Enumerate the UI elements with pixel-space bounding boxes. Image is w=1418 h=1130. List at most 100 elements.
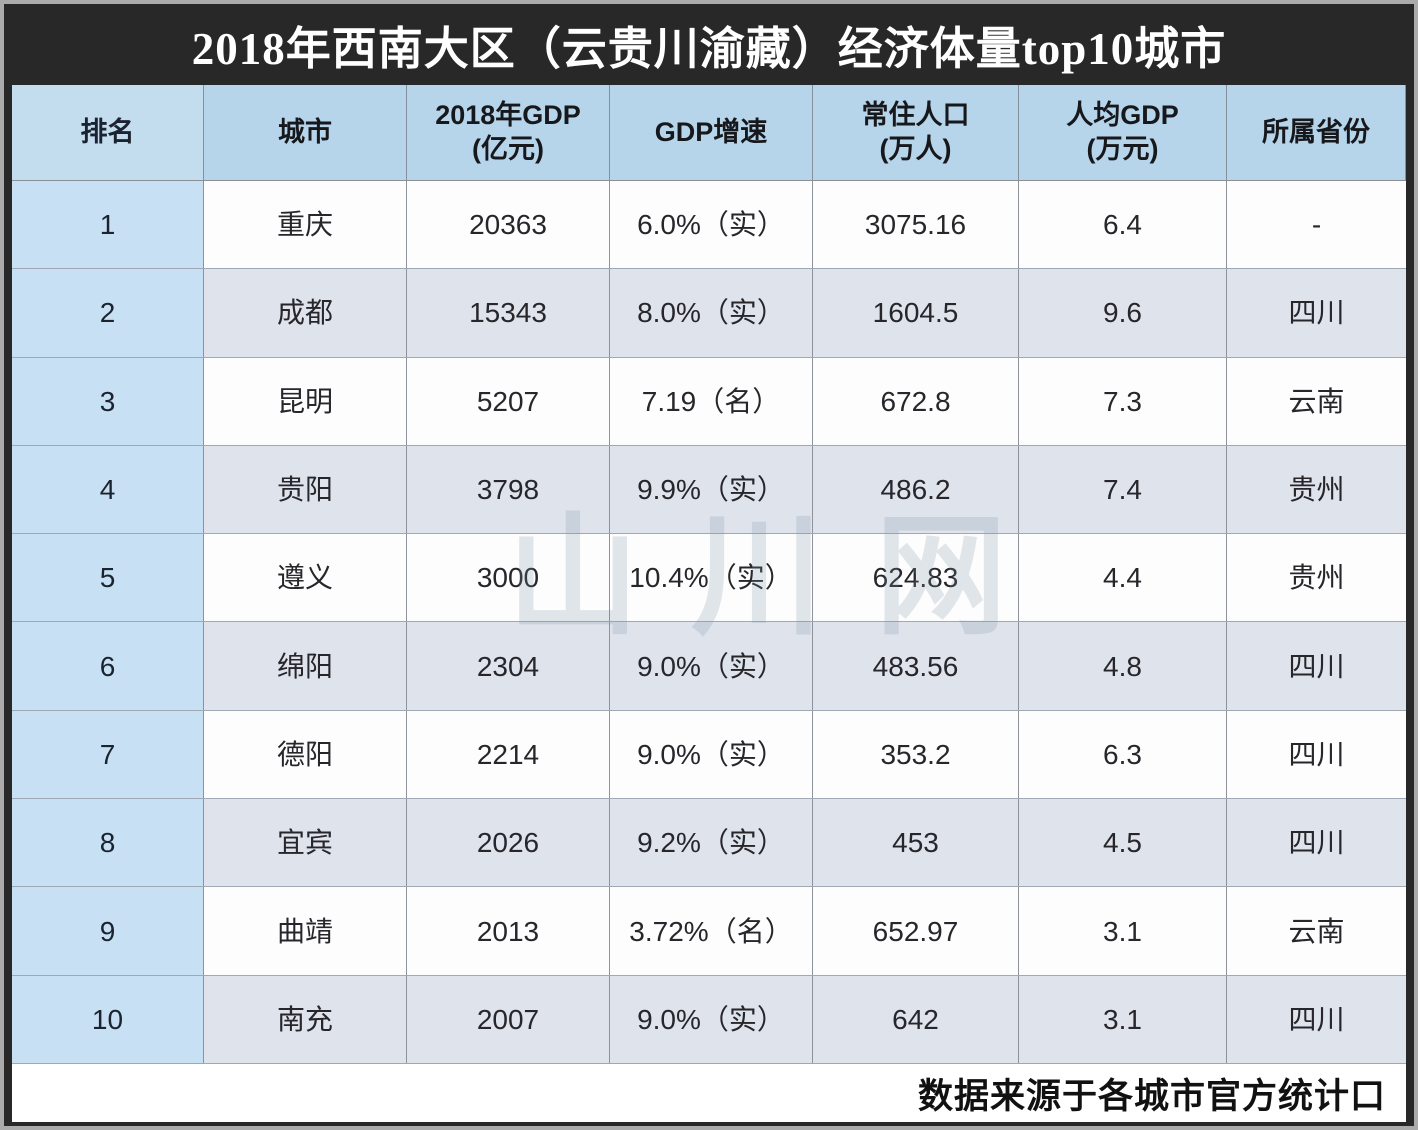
cell-province: 四川 — [1288, 297, 1345, 329]
cell-per_capita: 3.1 — [1019, 887, 1227, 975]
table-sheet: 排名 城市 2018年GDP (亿元) GDP增速 常住人口 (万人) 人均GDP (万元) 所属… — [12, 85, 1406, 1122]
cell-population: 3075.16 — [813, 181, 1019, 269]
table-header-row: 排名 城市 2018年GDP (亿元) GDP增速 常住人口 (万人) 人均GDP (万元) 所属… — [12, 85, 1406, 181]
cell-population: 672.8 — [813, 357, 1019, 445]
cell-province: 云南 — [1288, 385, 1345, 417]
cell-growth: 9.0%（实） — [610, 710, 813, 799]
cell-city: 德阳 — [204, 710, 407, 799]
cell-rank: 5 — [12, 534, 204, 622]
cell-province: 贵州 — [1288, 562, 1345, 594]
cell-population: 353.2 — [813, 710, 1019, 799]
cell-population: 453 — [813, 799, 1019, 887]
cell-rank: 3 — [12, 357, 204, 445]
cell-province: - — [1311, 209, 1322, 241]
cell-population: 1604.5 — [813, 269, 1019, 357]
cell-gdp: 2026 — [407, 799, 610, 887]
table-row: 6 绵阳 2304 9.0%（实） 483.56 4.8 四川 — [12, 622, 1406, 711]
photo-frame: 2018年西南大区（云贵川渝藏）经济体量top10城市 排名 城市 2018年GDP… — [4, 4, 1414, 1126]
cell-population: 483.56 — [813, 622, 1019, 710]
page-title: 2018年西南大区（云贵川渝藏）经济体量top10城市 — [191, 24, 1227, 74]
column-header-label: 城市 — [278, 116, 332, 147]
cell-rank: 6 — [12, 622, 204, 710]
table-row: 4 贵阳 3798 9.9%（实） 486.2 7.4 贵州 — [12, 445, 1406, 535]
cell-gdp: 2013 — [407, 887, 610, 975]
cell-city: 绵阳 — [204, 622, 407, 710]
table-row: 3 昆明 5207 7.19（名） 672.8 7.3 云南 — [12, 357, 1406, 446]
cell-per_capita: 6.3 — [1019, 710, 1227, 799]
column-header-gdp: 2018年GDP (亿元) — [407, 85, 610, 180]
cell-rank: 8 — [12, 799, 204, 887]
column-header-population: 常住人口 (万人) — [813, 85, 1019, 180]
column-header-unit: (万人) — [879, 133, 952, 164]
cell-gdp: 3000 — [407, 534, 610, 622]
cell-province: 云南 — [1288, 915, 1345, 947]
column-header-province: 所属省份 — [1227, 85, 1406, 180]
column-header-label: 排名 — [80, 116, 135, 147]
cell-per_capita: 4.4 — [1019, 534, 1227, 622]
cell-province: 贵州 — [1288, 474, 1345, 506]
column-header-label: GDP增速 — [654, 116, 768, 147]
cell-province: 四川 — [1288, 650, 1345, 682]
cell-city: 南充 — [204, 975, 407, 1063]
cell-growth: 9.9%（实） — [610, 445, 813, 534]
data-source-note: 数据来源于各城市官方统计口 — [917, 1076, 1386, 1116]
title-band: 2018年西南大区（云贵川渝藏）经济体量top10城市 — [4, 4, 1414, 85]
cell-rank: 1 — [12, 181, 204, 269]
table-row: 1 重庆 20363 6.0%（实） 3075.16 6.4 - — [12, 181, 1406, 270]
cell-growth: 3.72%（名） — [610, 887, 813, 975]
cell-growth: 10.4%（实） — [610, 534, 813, 622]
column-header-unit: (亿元) — [472, 133, 544, 164]
footer-band: 数据来源于各城市官方统计口 — [12, 1064, 1406, 1122]
cell-rank: 10 — [12, 975, 204, 1063]
column-header-city: 城市 — [204, 85, 407, 180]
cell-per_capita: 9.6 — [1019, 269, 1227, 357]
cell-gdp: 20363 — [407, 181, 610, 269]
cell-city: 昆明 — [204, 357, 407, 445]
cell-rank: 9 — [12, 887, 204, 975]
cell-per_capita: 6.4 — [1019, 181, 1227, 269]
cell-rank: 7 — [12, 710, 204, 799]
table-row: 10 南充 2007 9.0%（实） 642 3.1 四川 — [12, 975, 1406, 1064]
table-row: 9 曲靖 2013 3.72%（名） 652.97 3.1 云南 — [12, 887, 1406, 976]
cell-growth: 6.0%（实） — [610, 181, 813, 269]
top10-cities-table: 排名 城市 2018年GDP (亿元) GDP增速 常住人口 (万人) 人均GDP (万元) 所属… — [12, 85, 1406, 1064]
cell-gdp: 2007 — [407, 975, 610, 1063]
table-row: 8 宜宾 2026 9.2%（实） 453 4.5 四川 — [12, 799, 1406, 888]
cell-growth: 9.0%（实） — [610, 622, 813, 710]
cell-rank: 2 — [12, 269, 204, 357]
column-header-label: 人均GDP — [1066, 99, 1179, 130]
column-header-growth: GDP增速 — [610, 85, 813, 180]
table-row: 7 德阳 2214 9.0%（实） 353.2 6.3 四川 — [12, 710, 1406, 800]
cell-city: 宜宾 — [204, 799, 407, 887]
cell-city: 遵义 — [204, 534, 407, 622]
cell-city: 成都 — [204, 269, 407, 357]
cell-gdp: 15343 — [407, 269, 610, 357]
table-row: 2 成都 15343 8.0%（实） 1604.5 9.6 四川 — [12, 269, 1406, 358]
cell-growth: 8.0%（实） — [610, 269, 813, 357]
column-header-unit: (万元) — [1086, 133, 1159, 164]
cell-city: 曲靖 — [204, 887, 407, 975]
cell-province: 四川 — [1288, 1003, 1345, 1035]
cell-per_capita: 3.1 — [1019, 975, 1227, 1063]
cell-city: 重庆 — [204, 181, 407, 269]
cell-per_capita: 7.3 — [1019, 357, 1227, 445]
cell-population: 652.97 — [813, 887, 1019, 975]
cell-growth: 9.0%（实） — [610, 975, 813, 1063]
cell-gdp: 2214 — [407, 710, 610, 799]
column-header-per_capita: 人均GDP (万元) — [1019, 85, 1227, 180]
column-header-label: 所属省份 — [1262, 116, 1370, 147]
table-row: 5 遵义 3000 10.4%（实） 624.83 4.4 贵州 — [12, 534, 1406, 623]
cell-rank: 4 — [12, 445, 204, 534]
cell-population: 642 — [813, 975, 1019, 1063]
column-header-label: 常住人口 — [861, 99, 970, 130]
cell-population: 624.83 — [813, 534, 1019, 622]
cell-province: 四川 — [1288, 827, 1345, 859]
cell-province: 四川 — [1288, 738, 1345, 770]
cell-gdp: 5207 — [407, 357, 610, 445]
cell-population: 486.2 — [813, 445, 1019, 534]
column-header-label: 2018年GDP — [435, 99, 581, 130]
cell-per_capita: 4.8 — [1019, 622, 1227, 710]
cell-city: 贵阳 — [204, 445, 407, 534]
cell-gdp: 3798 — [407, 445, 610, 534]
cell-per_capita: 4.5 — [1019, 799, 1227, 887]
